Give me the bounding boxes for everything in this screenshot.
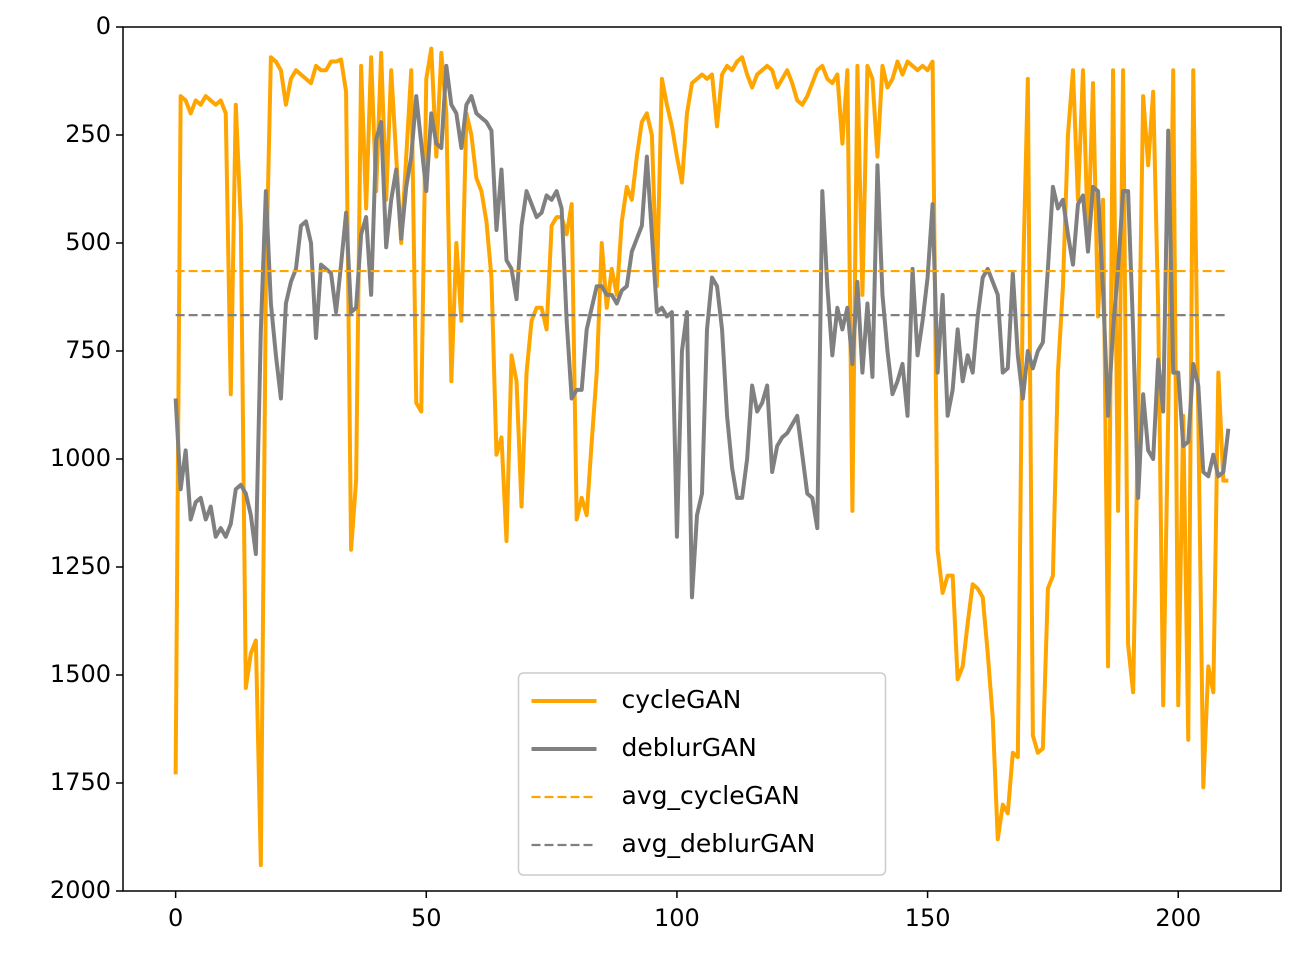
legend-label: avg_deblurGAN (622, 829, 816, 858)
y-tick-label: 1750 (50, 768, 111, 796)
legend-label: cycleGAN (622, 685, 742, 714)
x-tick-label: 100 (654, 904, 700, 932)
y-tick-label: 2000 (50, 876, 111, 904)
legend-box (517, 672, 887, 876)
x-tick-label: 150 (905, 904, 951, 932)
x-tick-label: 0 (168, 904, 183, 932)
x-tick-label: 200 (1155, 904, 1201, 932)
legend-label: deblurGAN (622, 733, 757, 762)
y-tick-label: 1250 (50, 552, 111, 580)
legend-label: avg_cycleGAN (622, 781, 800, 810)
plot-frame (122, 26, 1282, 892)
legend: cycleGAN deblurGAN avg_cycleGAN avg_deblurG… (517, 672, 887, 876)
y-tick-label: 0 (96, 12, 111, 40)
series-line (173, 46, 1229, 868)
y-tick-label: 750 (65, 336, 111, 364)
x-tick-label: 50 (411, 904, 442, 932)
y-tick-label: 250 (65, 120, 111, 148)
y-tick-label: 1000 (50, 444, 111, 472)
y-tick-label: 500 (65, 228, 111, 256)
y-tick-label: 1500 (50, 660, 111, 688)
series-line (173, 63, 1231, 600)
